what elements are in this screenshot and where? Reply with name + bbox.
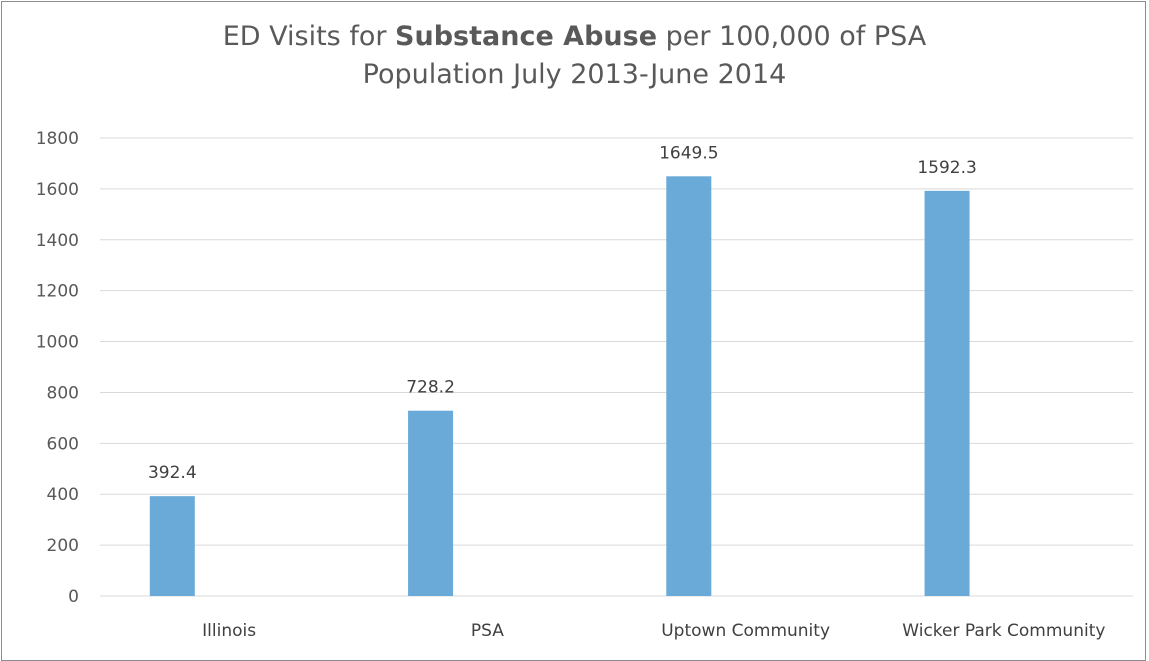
category-label-0: Illinois: [202, 621, 256, 641]
bar-0: [149, 496, 195, 596]
category-label-2: Uptown Community: [661, 621, 830, 641]
chart-title-line2: Population July 2013-June 2014: [362, 59, 787, 90]
gridlines: [100, 137, 1133, 597]
bar-1: [408, 410, 454, 596]
chart-title-line1: ED Visits for Substance Abuse per 100,00…: [0, 18, 1149, 56]
category-labels: Illinois PSA Uptown Community Wicker Park C…: [202, 621, 1105, 641]
y-tick-label: 0: [68, 587, 79, 607]
y-tick-label: 600: [47, 434, 79, 454]
data-label-0: 392.4: [148, 463, 197, 483]
y-tick-label: 1200: [36, 282, 79, 302]
y-tick-label: 1400: [36, 231, 79, 251]
y-tick-label: 1800: [36, 129, 79, 149]
title-prefix: ED Visits for: [222, 21, 396, 52]
data-labels: 392.4 728.2 1649.5 1592.3: [148, 143, 977, 483]
data-label-3: 1592.3: [917, 158, 976, 178]
y-tick-label: 1000: [36, 333, 79, 353]
data-label-2: 1649.5: [659, 143, 718, 163]
bar-2: [666, 176, 712, 596]
y-axis-ticks: 0 200 400 600 800 1000 1200 1400 1600 1800: [36, 129, 79, 607]
title-bold: Substance Abuse: [395, 21, 658, 52]
data-label-1: 728.2: [406, 378, 455, 398]
chart-title: ED Visits for Substance Abuse per 100,00…: [0, 18, 1149, 94]
y-tick-label: 1600: [36, 180, 79, 200]
y-tick-label: 200: [47, 536, 79, 556]
y-tick-label: 400: [47, 485, 79, 505]
category-label-3: Wicker Park Community: [902, 621, 1105, 641]
title-suffix: per 100,000 of PSA: [657, 21, 927, 52]
bars: [149, 176, 970, 596]
y-tick-label: 800: [47, 383, 79, 403]
bar-3: [924, 190, 970, 596]
category-label-1: PSA: [471, 621, 504, 641]
